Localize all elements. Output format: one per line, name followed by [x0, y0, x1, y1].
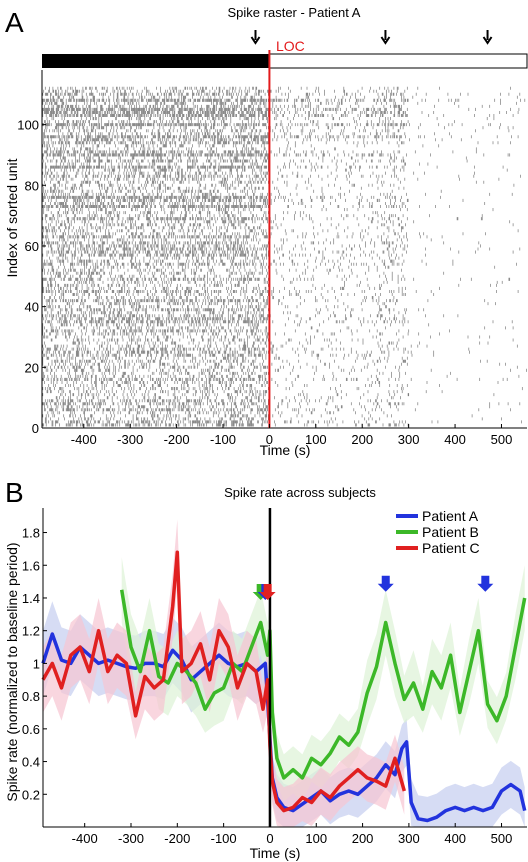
arrow-icon [259, 583, 276, 600]
y-tick-label: 20 [25, 360, 39, 375]
x-tick-label: 500 [491, 432, 513, 447]
raster-plot: -400 -300 -200 -100 0 100 200 300 400 500 0 20 40 60 8… [17, 30, 528, 447]
state-bar-unconscious [42, 54, 270, 68]
y-tick-label: 0.6 [22, 722, 40, 737]
y-tick-label: 80 [25, 178, 39, 193]
y-tick-label: 1.6 [22, 558, 40, 573]
y-tick-label: 1.4 [22, 591, 40, 606]
panel-label-a: A [5, 7, 24, 38]
arrow-icon [377, 575, 394, 592]
y-tick-label: 1 [33, 656, 40, 671]
arrow-icon [477, 575, 494, 592]
arrow-icon [380, 30, 391, 45]
rate-ylabel: Spike rate (normalized to baseline perio… [4, 542, 20, 801]
y-tick-label: 0 [32, 421, 39, 436]
x-tick-label: 0 [266, 831, 273, 846]
y-tick-label: 1.2 [22, 624, 40, 639]
y-tick-label: 40 [25, 300, 39, 315]
rate-title: Spike rate across subjects [224, 485, 376, 500]
raster-spikes [41, 86, 527, 427]
y-tick-label: 100 [17, 118, 39, 133]
x-tick-label: -400 [72, 831, 98, 846]
series-line [41, 632, 527, 823]
series-line [41, 550, 406, 813]
y-tick-label: 60 [25, 239, 39, 254]
legend: Patient A Patient B Patient C [396, 508, 480, 556]
x-tick-label: 100 [305, 432, 327, 447]
x-tick-label: -200 [164, 831, 190, 846]
y-tick-label: 1.8 [22, 526, 40, 541]
rate-plot: -400 -300 -200 -100 0 100 200 300 400 500 0.2 0.4 0.… [22, 508, 527, 846]
x-tick-label: -300 [118, 831, 144, 846]
arrow-icon [482, 30, 493, 45]
arrow-icon [250, 30, 261, 45]
x-tick-label: -100 [211, 831, 237, 846]
x-tick-label: 400 [444, 432, 466, 447]
legend-label-c: Patient C [422, 540, 480, 556]
y-tick-label: 0.4 [22, 755, 40, 770]
error-band [43, 519, 405, 827]
x-tick-label: 0 [266, 432, 273, 447]
y-tick-label: 0.2 [22, 787, 40, 802]
loc-label: LOC [276, 38, 305, 54]
state-bar-conscious [268, 53, 528, 69]
x-tick-label: -400 [71, 432, 97, 447]
x-tick-label: -100 [210, 432, 236, 447]
x-tick-label: 500 [491, 831, 513, 846]
series-line [119, 589, 527, 780]
x-tick-label: 300 [398, 831, 420, 846]
rate-xlabel: Time (s) [250, 845, 301, 861]
raster-xlabel: Time (s) [260, 442, 311, 458]
x-tick-label: -200 [164, 432, 190, 447]
raster-title: Spike raster - Patient A [228, 5, 361, 20]
x-tick-label: 300 [398, 432, 420, 447]
x-tick-label: -300 [117, 432, 143, 447]
x-tick-label: 100 [305, 831, 327, 846]
x-tick-label: 200 [351, 432, 373, 447]
legend-label-a: Patient A [422, 508, 479, 524]
y-tick-label: 0.8 [22, 689, 40, 704]
raster-ylabel: Index of sorted unit [4, 158, 20, 277]
legend-label-b: Patient B [422, 524, 479, 540]
x-tick-label: 200 [352, 831, 374, 846]
x-tick-label: 400 [444, 831, 466, 846]
panel-label-b: B [5, 477, 24, 508]
